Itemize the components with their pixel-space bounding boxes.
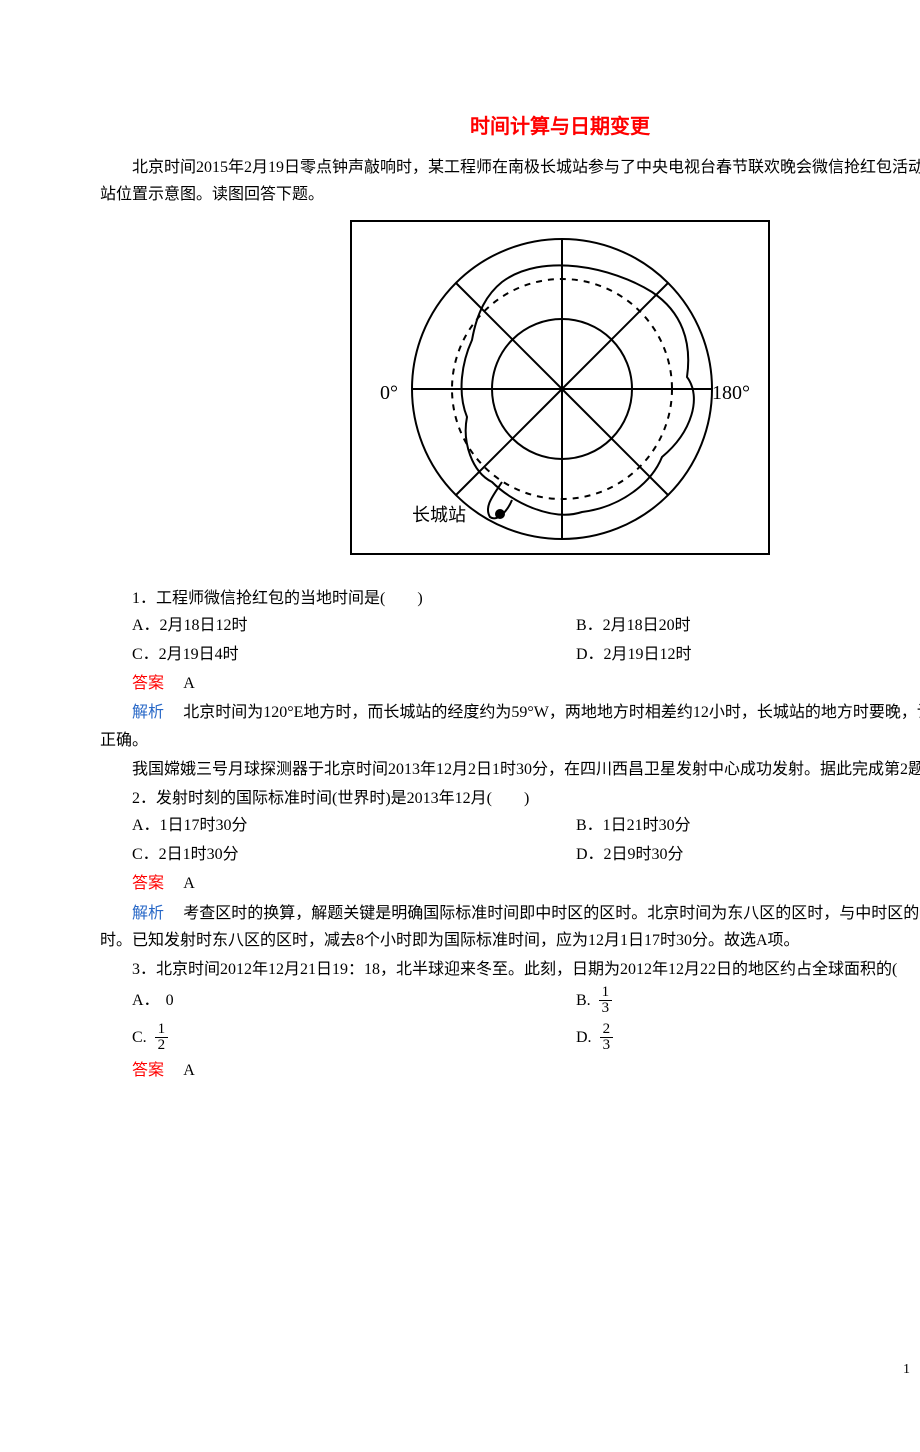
q1-answer-line: 答案 A [100, 670, 920, 697]
q3-opt-a: A． 0 [132, 987, 576, 1014]
q1-opt-c: C．2月19日4时 [132, 641, 576, 668]
antarctica-diagram: 0° 180° 长城站 [100, 220, 920, 566]
fraction-icon: 2 3 [600, 1022, 614, 1053]
q1-opt-d: D．2月19日12时 [576, 641, 920, 668]
q1-stem: 1．工程师微信抢红包的当地时间是( ) [100, 585, 920, 612]
q3-options: A． 0 B. 1 3 C. 1 2 D. 2 3 [100, 985, 920, 1053]
label-180deg: 180° [712, 376, 750, 410]
q1-opt-b: B．2月18日20时 [576, 612, 920, 639]
intro-paragraph: 北京时间2015年2月19日零点钟声敲响时，某工程师在南极长城站参与了中央电视台… [100, 154, 920, 208]
q3-answer-line: 答案 A [100, 1057, 920, 1084]
q2-explanation: 解析考查区时的换算，解题关键是明确国际标准时间即中时区的区时。北京时间为东八区的… [100, 900, 920, 954]
q2-opts-row2: C．2日1时30分 D．2日9时30分 [100, 841, 920, 868]
q2-opts-row1: A．1日17时30分 B．1日21时30分 [100, 812, 920, 839]
diagram-box: 0° 180° 长城站 [350, 220, 770, 555]
q1-answer: A [183, 675, 195, 692]
station-label: 长城站 [412, 500, 466, 531]
document-title: 时间计算与日期变更 [100, 110, 920, 144]
answer-label: 答案 [132, 675, 164, 692]
q2-stem: 2．发射时刻的国际标准时间(世界时)是2013年12月( ) [100, 785, 920, 812]
q3-stem: 3．北京时间2012年12月21日19：18，北半球迎来冬至。此刻，日期为201… [100, 956, 920, 983]
q2-intro: 我国嫦娥三号月球探测器于北京时间2013年12月2日1时30分，在四川西昌卫星发… [100, 756, 920, 783]
q2-answer: A [183, 875, 195, 892]
q1-opts-row2: C．2月19日4时 D．2月19日12时 [100, 641, 920, 668]
q2-explain-text: 考查区时的换算，解题关键是明确国际标准时间即中时区的区时。北京时间为东八区的区时… [100, 905, 920, 949]
fraction-icon: 1 3 [599, 985, 613, 1016]
q1-opt-a: A．2月18日12时 [132, 612, 576, 639]
q3-a-value: 0 [166, 987, 174, 1014]
answer-label: 答案 [132, 1062, 164, 1079]
q3-c-num: 1 [155, 1022, 169, 1038]
q2-opt-d: D．2日9时30分 [576, 841, 920, 868]
q3-a-label: A． [132, 987, 160, 1014]
q3-c-den: 2 [155, 1038, 169, 1053]
explain-label: 解析 [132, 704, 164, 721]
fraction-icon: 1 2 [155, 1022, 169, 1053]
q1-opts-row1: A．2月18日12时 B．2月18日20时 [100, 612, 920, 639]
q3-opt-c: C. 1 2 [132, 1022, 576, 1053]
q1-explanation: 解析北京时间为120°E地方时，而长城站的经度约为59°W，两地地方时相差约12… [100, 699, 920, 753]
q3-c-label: C. [132, 1024, 147, 1051]
q2-opt-b: B．1日21时30分 [576, 812, 920, 839]
q3-d-den: 3 [600, 1038, 614, 1053]
page-number: 1 [903, 1358, 910, 1382]
q2-opt-c: C．2日1时30分 [132, 841, 576, 868]
title-text: 时间计算与日期变更 [470, 116, 650, 138]
q2-opt-a: A．1日17时30分 [132, 812, 576, 839]
label-0deg: 0° [380, 376, 398, 410]
q3-b-den: 3 [599, 1001, 613, 1016]
answer-label: 答案 [132, 875, 164, 892]
q3-opt-b: B. 1 3 [576, 985, 920, 1016]
q3-b-label: B. [576, 987, 591, 1014]
explain-label: 解析 [132, 905, 164, 922]
q3-d-num: 2 [600, 1022, 614, 1038]
q3-opt-d: D. 2 3 [576, 1022, 920, 1053]
q3-d-label: D. [576, 1024, 592, 1051]
q3-b-num: 1 [599, 985, 613, 1001]
q2-answer-line: 答案 A [100, 870, 920, 897]
q1-explain-text: 北京时间为120°E地方时，而长城站的经度约为59°W，两地地方时相差约12小时… [100, 704, 920, 748]
q3-answer: A [183, 1062, 195, 1079]
